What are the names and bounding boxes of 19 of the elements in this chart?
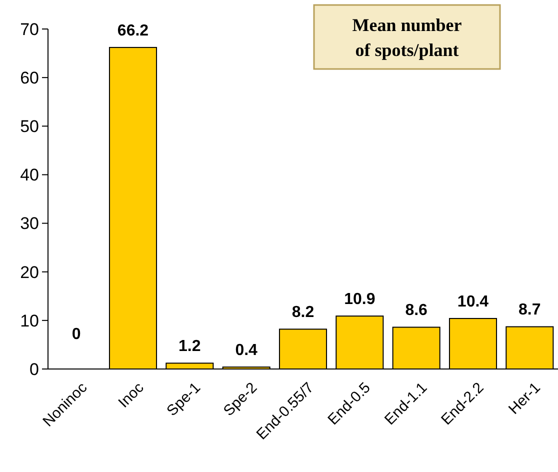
y-tick-label: 10 [20, 311, 39, 330]
data-label: 66.2 [117, 22, 149, 40]
x-tick-label: Inoc [115, 378, 148, 412]
data-label: 8.7 [518, 302, 541, 319]
data-label: 0 [72, 326, 81, 343]
y-tick-label: 50 [20, 117, 39, 136]
data-label: 10.4 [457, 293, 489, 310]
data-label: 0.4 [235, 342, 258, 360]
data-label: 8.2 [292, 304, 314, 322]
y-tick-label: 20 [20, 262, 39, 282]
y-tick-label: 70 [20, 20, 39, 39]
y-tick-label: 30 [20, 214, 39, 234]
chart-title: Mean number of spots/plant [352, 15, 462, 60]
y-tick-label: 60 [20, 68, 39, 88]
y-tick-label: 40 [20, 166, 39, 185]
y-tick-label: 0 [30, 360, 39, 379]
data-label: 8.6 [405, 302, 428, 320]
data-label: 10.9 [344, 291, 376, 308]
data-label: 1.2 [178, 338, 201, 356]
